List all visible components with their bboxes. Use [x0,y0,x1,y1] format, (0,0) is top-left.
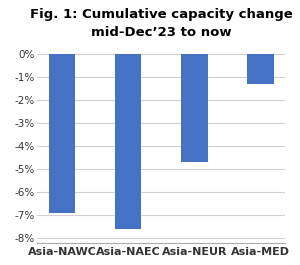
Bar [181,54,208,162]
Bar [49,54,75,213]
Title: Fig. 1: Cumulative capacity change
mid-Dec’23 to now: Fig. 1: Cumulative capacity change mid-D… [30,8,292,39]
Bar [248,54,274,84]
Bar [115,54,141,229]
